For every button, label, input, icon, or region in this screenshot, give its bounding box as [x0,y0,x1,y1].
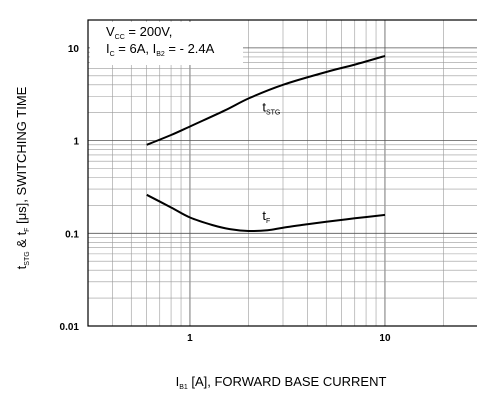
series-curves [146,54,386,233]
condition-line: IC = 6A, IB2 = - 2.4A [106,41,215,58]
series-line-tstg [146,54,386,146]
x-axis-label: IB1 [A], FORWARD BASE CURRENT [176,374,387,391]
condition-line: VCC = 200V, [106,24,172,41]
series-line-tf [146,193,386,233]
series-labels: tSTG tF [262,100,280,225]
series-label-tstg: tSTG [262,100,280,117]
y-tick-label: 1 [73,137,79,148]
tick-labels: 1 10 0.01 0.1 1 10 [60,44,391,344]
series-label-tf: tF [262,208,270,225]
y-axis-label: tSTG & tF [μs], SWITCHING TIME [14,86,31,269]
x-tick-label: 1 [187,333,193,344]
y-tick-label: 10 [68,44,80,55]
y-tick-label: 0.1 [65,229,79,240]
conditions-background [90,22,243,65]
conditions-box: VCC = 200V,IC = 6A, IB2 = - 2.4A [90,22,243,65]
x-tick-label: 10 [379,333,391,344]
y-tick-label: 0.01 [60,322,80,333]
plot-frame [87,19,477,327]
grid [87,20,477,326]
